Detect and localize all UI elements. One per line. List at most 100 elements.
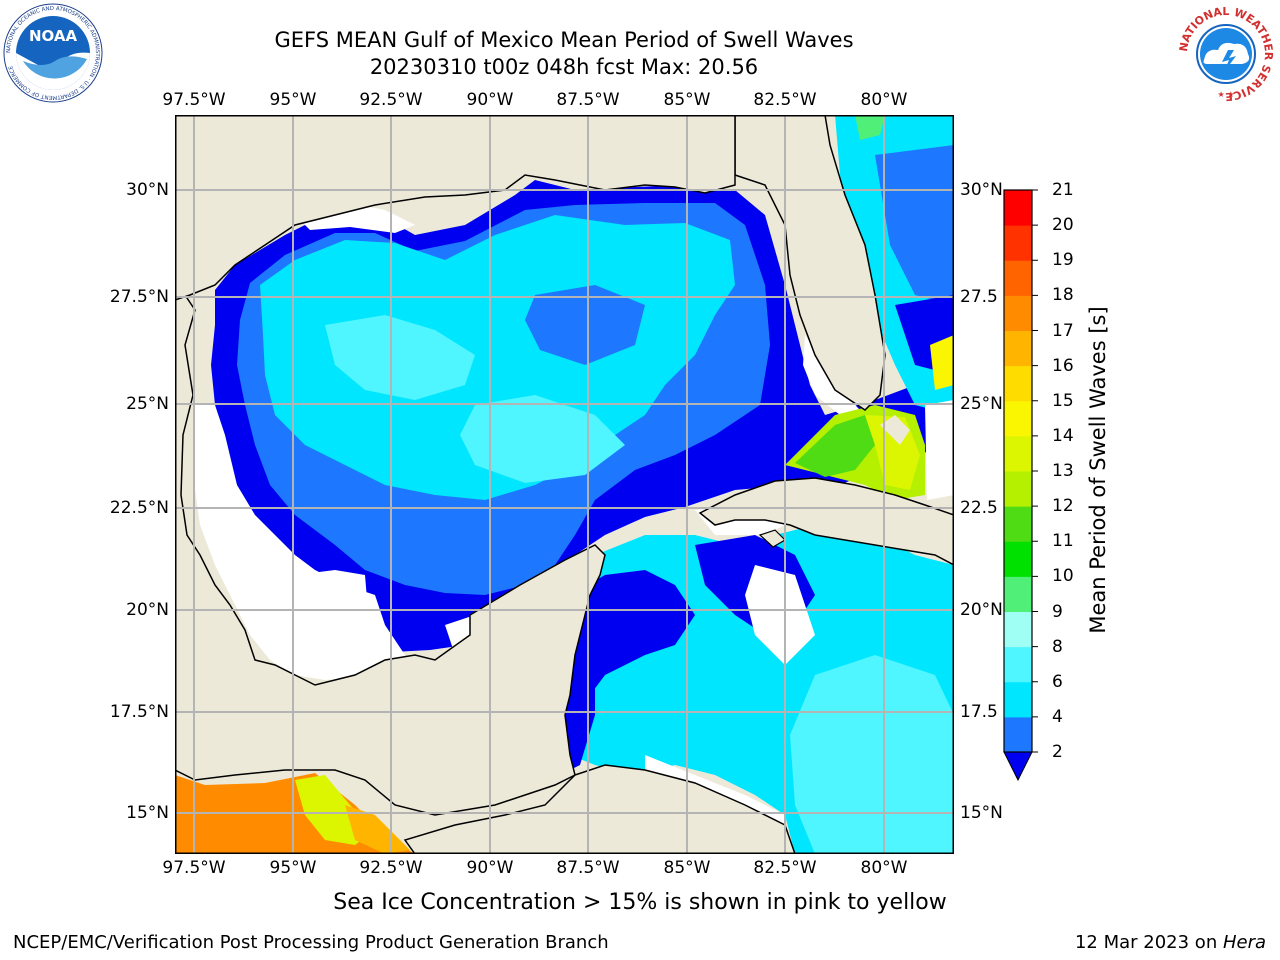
cuba-land bbox=[698, 477, 954, 566]
lat-label-right: 17.5 bbox=[960, 702, 998, 722]
colorbar-tick-label: 2 bbox=[1052, 742, 1063, 762]
colorbar-extend-triangle bbox=[1003, 751, 1033, 782]
lon-label-top: 90°W bbox=[466, 90, 514, 110]
footer-machine: Hera bbox=[1222, 932, 1266, 953]
bahamas-land bbox=[880, 415, 910, 445]
missing-florida-bay bbox=[803, 335, 865, 415]
pacific-orange-light bbox=[345, 805, 410, 854]
chart-title: GEFS MEAN Gulf of Mexico Mean Period of … bbox=[274, 28, 854, 52]
lon-label-top: 82.5°W bbox=[753, 90, 817, 110]
lon-label-bottom: 80°W bbox=[860, 858, 908, 878]
map-graticule bbox=[175, 115, 954, 854]
colorbar-segment bbox=[1004, 611, 1032, 648]
colorbar-tick-label: 21 bbox=[1052, 180, 1074, 200]
colorbar-tick-label: 17 bbox=[1052, 320, 1074, 341]
cuba-north-swell-green bbox=[795, 415, 875, 477]
lat-label-left: 15°N bbox=[126, 803, 169, 823]
colorbar-tick-label: 10 bbox=[1052, 566, 1074, 587]
lon-label-bottom: 82.5°W bbox=[753, 858, 817, 878]
lon-label-top: 92.5°W bbox=[359, 90, 423, 110]
lat-label-left: 25°N bbox=[126, 394, 169, 414]
footer-branch: NCEP/EMC/Verification Post Processing Pr… bbox=[13, 932, 609, 953]
gulf-light-patch-1 bbox=[325, 315, 475, 400]
colorbar-tick-label: 19 bbox=[1052, 250, 1074, 271]
lat-label-right: 20°N bbox=[960, 600, 1003, 620]
colorbar-segment bbox=[1004, 716, 1032, 753]
central-america-land bbox=[403, 764, 796, 854]
caribbean-light bbox=[790, 655, 954, 854]
colorbar-segment bbox=[1004, 681, 1032, 718]
colorbar-segment bbox=[1004, 260, 1032, 296]
colorbar-segment bbox=[1004, 471, 1032, 507]
map-frame bbox=[175, 115, 954, 854]
atlantic-green bbox=[855, 115, 885, 140]
lat-label-right: 30°N bbox=[960, 180, 1003, 200]
colorbar-tick-label: 9 bbox=[1052, 601, 1063, 622]
colorbar-segment bbox=[1004, 435, 1032, 472]
lat-label-left: 22.5°N bbox=[109, 498, 169, 518]
colorbar-segment bbox=[1004, 576, 1032, 612]
caribbean-dark-1 bbox=[565, 570, 695, 715]
colorbar-segment bbox=[1004, 506, 1032, 542]
footer-date-text: 12 Mar 2023 on bbox=[1074, 932, 1223, 953]
colorbar-tick-label: 18 bbox=[1052, 285, 1074, 306]
lon-label-bottom: 90°W bbox=[466, 858, 514, 878]
colorbar-segment bbox=[1004, 646, 1032, 683]
lon-label-bottom: 97.5°W bbox=[162, 858, 226, 878]
lat-label-left: 27.5°N bbox=[109, 287, 169, 307]
lon-label-bottom: 95°W bbox=[269, 858, 317, 878]
lat-label-left: 17.5°N bbox=[109, 702, 169, 722]
noaa-logo-text: NOAA bbox=[29, 27, 78, 45]
lon-label-bottom: 85°W bbox=[663, 858, 711, 878]
colorbar-tick-label: 14 bbox=[1052, 425, 1074, 446]
bahamas-swell-yellow bbox=[930, 335, 954, 390]
lon-label-top: 85°W bbox=[663, 90, 711, 110]
colorbar-segment bbox=[1004, 225, 1032, 261]
gulf-core-region bbox=[260, 215, 735, 500]
footer-date: 12 Mar 2023 on Hera bbox=[1075, 932, 1266, 953]
colorbar-title: Mean Period of Swell Waves [s] bbox=[1086, 306, 1110, 634]
lat-label-left: 20°N bbox=[126, 600, 169, 620]
lon-label-top: 80°W bbox=[860, 90, 908, 110]
colorbar-tick-label: 4 bbox=[1052, 706, 1063, 727]
colorbar-segment bbox=[1004, 400, 1032, 437]
map-plot bbox=[175, 115, 954, 854]
colorbar-tick-label: 13 bbox=[1052, 461, 1074, 481]
gulf-light-patch-2 bbox=[460, 395, 625, 483]
nws-logo: NATIONAL WEATHER SERVICE ★ ★ bbox=[1177, 5, 1275, 103]
colorbar-tick-label: 8 bbox=[1052, 636, 1063, 657]
lon-label-top: 97.5°W bbox=[162, 90, 226, 110]
colorbar-segment bbox=[1004, 541, 1032, 577]
atlantic-dark bbox=[875, 145, 954, 305]
colorbar-tick-label: 20 bbox=[1052, 215, 1074, 236]
colorbar-segment bbox=[1004, 295, 1032, 331]
colorbar-tick-label: 16 bbox=[1052, 355, 1074, 376]
lat-label-right: 15°N bbox=[960, 803, 1003, 823]
colorbar-tick-label: 15 bbox=[1052, 390, 1074, 411]
gulf-dark-patch bbox=[525, 285, 645, 365]
colorbar-segment bbox=[1004, 190, 1032, 226]
colorbar-tick-label: 11 bbox=[1052, 531, 1074, 552]
chart-subtitle-run: 20230310 t00z 048h fcst Max: 20.56 bbox=[369, 55, 759, 79]
bahamas-white bbox=[925, 400, 954, 500]
florida-land bbox=[734, 115, 954, 411]
mexico-land bbox=[175, 294, 606, 816]
lon-label-top: 87.5°W bbox=[556, 90, 620, 110]
lat-label-right: 27.5 bbox=[960, 287, 998, 307]
lon-label-bottom: 92.5°W bbox=[359, 858, 423, 878]
lon-label-bottom: 87.5°W bbox=[556, 858, 620, 878]
lat-label-right: 25°N bbox=[960, 394, 1003, 414]
colorbar-tick-label: 12 bbox=[1052, 496, 1074, 517]
lat-label-left: 30°N bbox=[126, 180, 169, 200]
lon-label-top: 95°W bbox=[269, 90, 317, 110]
colorbar-segment bbox=[1004, 365, 1032, 402]
colorbar bbox=[1003, 189, 1038, 782]
svg-text:★ ★: ★ ★ bbox=[1218, 90, 1235, 99]
caribbean-white bbox=[745, 565, 815, 665]
missing-southwest bbox=[290, 570, 370, 660]
colorbar-segment bbox=[1004, 330, 1032, 367]
colorbar-tick-label: 6 bbox=[1052, 671, 1063, 692]
sea-ice-note: Sea Ice Concentration > 15% is shown in … bbox=[333, 890, 947, 915]
noaa-logo: NATIONAL OCEANIC AND ATMOSPHERIC ADMINIS… bbox=[3, 3, 103, 103]
lat-label-right: 22.5 bbox=[960, 498, 998, 518]
